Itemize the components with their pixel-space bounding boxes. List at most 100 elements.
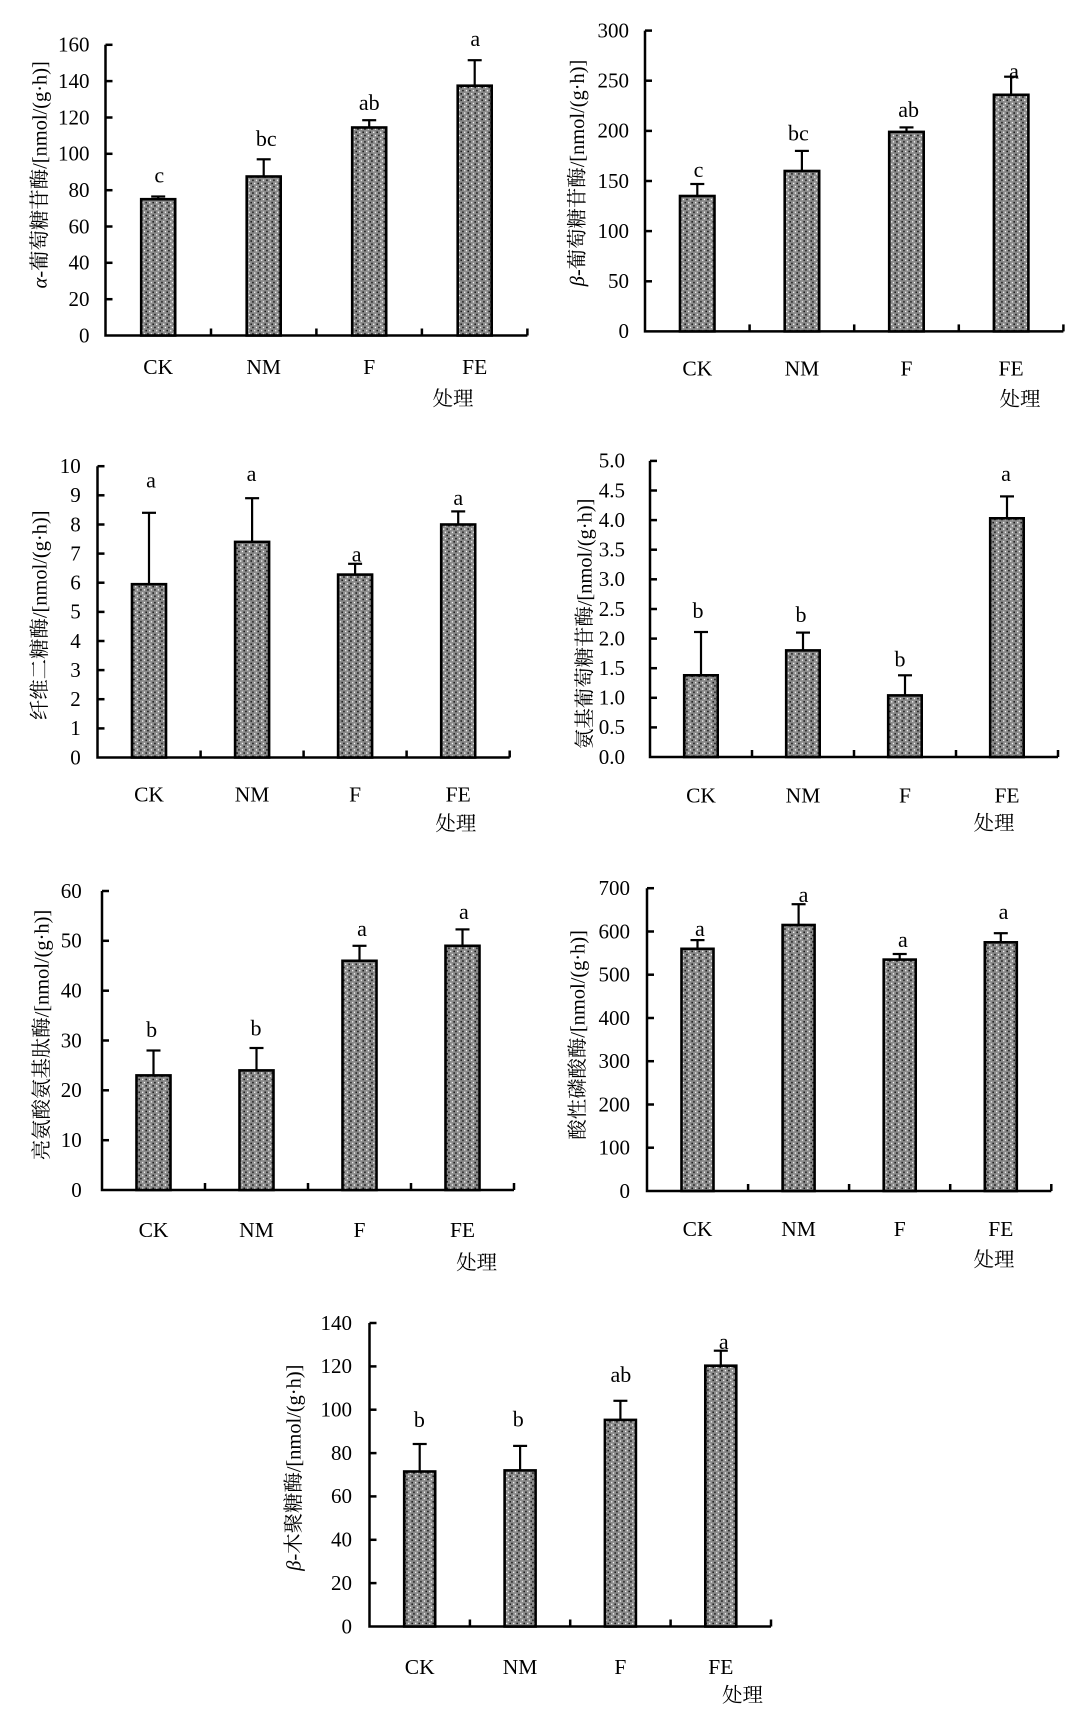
svg-text:a: a bbox=[146, 468, 156, 493]
svg-text:5: 5 bbox=[70, 600, 81, 624]
svg-text:40: 40 bbox=[69, 251, 90, 275]
svg-text:100: 100 bbox=[598, 219, 630, 243]
svg-text:FE: FE bbox=[446, 783, 471, 807]
svg-text:60: 60 bbox=[331, 1484, 352, 1508]
svg-text:4: 4 bbox=[70, 629, 81, 653]
svg-text:60: 60 bbox=[61, 879, 82, 903]
svg-text:80: 80 bbox=[69, 178, 90, 202]
svg-text:FE: FE bbox=[708, 1655, 733, 1679]
svg-text:CK: CK bbox=[134, 783, 164, 807]
svg-text:140: 140 bbox=[58, 69, 90, 93]
svg-text:a: a bbox=[1001, 461, 1011, 486]
svg-text:300: 300 bbox=[598, 18, 630, 42]
svg-text:NM: NM bbox=[235, 783, 270, 807]
svg-text:b: b bbox=[693, 598, 704, 623]
svg-text:9: 9 bbox=[70, 483, 81, 507]
svg-text:300: 300 bbox=[599, 1049, 631, 1073]
svg-text:3.0: 3.0 bbox=[599, 567, 625, 591]
svg-text:FE: FE bbox=[999, 357, 1024, 381]
svg-text:10: 10 bbox=[60, 454, 81, 478]
svg-text:100: 100 bbox=[58, 142, 90, 166]
svg-text:10: 10 bbox=[61, 1128, 82, 1152]
svg-text:CK: CK bbox=[686, 784, 716, 808]
svg-text:2.5: 2.5 bbox=[599, 597, 625, 621]
svg-text:NM: NM bbox=[246, 355, 281, 379]
svg-text:b: b bbox=[146, 1017, 157, 1042]
svg-text:1.0: 1.0 bbox=[599, 686, 625, 710]
svg-text:100: 100 bbox=[321, 1398, 353, 1422]
svg-text:120: 120 bbox=[58, 105, 90, 129]
svg-text:20: 20 bbox=[61, 1078, 82, 1102]
svg-text:a: a bbox=[470, 26, 480, 51]
svg-text:0: 0 bbox=[71, 1178, 82, 1202]
svg-text:a: a bbox=[352, 542, 362, 567]
svg-text:4.0: 4.0 bbox=[599, 508, 625, 532]
svg-text:6: 6 bbox=[70, 571, 81, 595]
svg-text:FE: FE bbox=[994, 784, 1019, 808]
svg-text:CK: CK bbox=[405, 1655, 435, 1679]
svg-text:600: 600 bbox=[599, 919, 631, 943]
svg-text:CK: CK bbox=[143, 355, 173, 379]
svg-text:ab: ab bbox=[898, 97, 919, 122]
svg-text:ab: ab bbox=[611, 1362, 632, 1387]
svg-text:a: a bbox=[898, 927, 908, 952]
svg-text:CK: CK bbox=[683, 1217, 713, 1241]
svg-text:1: 1 bbox=[70, 716, 81, 740]
svg-text:60: 60 bbox=[69, 214, 90, 238]
svg-text:CK: CK bbox=[139, 1218, 169, 1242]
svg-text:FE: FE bbox=[988, 1217, 1013, 1241]
svg-text:a: a bbox=[695, 916, 705, 941]
svg-text:2.0: 2.0 bbox=[599, 626, 625, 650]
svg-text:50: 50 bbox=[608, 269, 629, 293]
svg-text:c: c bbox=[694, 157, 704, 182]
svg-text:a: a bbox=[799, 882, 809, 907]
svg-text:20: 20 bbox=[69, 287, 90, 311]
svg-text:NM: NM bbox=[781, 1217, 816, 1241]
svg-text:4.5: 4.5 bbox=[599, 478, 625, 502]
svg-text:b: b bbox=[796, 602, 807, 627]
svg-text:NM: NM bbox=[239, 1218, 274, 1242]
svg-text:a: a bbox=[999, 899, 1009, 924]
svg-text:a: a bbox=[459, 899, 469, 924]
svg-text:FE: FE bbox=[450, 1218, 475, 1242]
svg-text:b: b bbox=[895, 646, 906, 671]
svg-text:80: 80 bbox=[331, 1441, 352, 1465]
svg-text:F: F bbox=[363, 355, 375, 379]
svg-text:200: 200 bbox=[598, 119, 630, 143]
svg-text:400: 400 bbox=[599, 1006, 631, 1030]
svg-text:3: 3 bbox=[70, 658, 81, 682]
svg-text:50: 50 bbox=[61, 929, 82, 953]
svg-text:700: 700 bbox=[599, 876, 631, 900]
svg-text:CK: CK bbox=[682, 357, 712, 381]
svg-text:a: a bbox=[1009, 59, 1019, 84]
svg-text:40: 40 bbox=[61, 979, 82, 1003]
svg-text:b: b bbox=[513, 1407, 524, 1432]
svg-text:250: 250 bbox=[598, 69, 630, 93]
svg-text:0: 0 bbox=[620, 1179, 631, 1203]
svg-text:7: 7 bbox=[70, 541, 81, 565]
svg-text:ab: ab bbox=[359, 90, 380, 115]
svg-text:bc: bc bbox=[788, 121, 809, 146]
svg-text:F: F bbox=[354, 1218, 366, 1242]
svg-text:2: 2 bbox=[70, 687, 81, 711]
svg-text:0: 0 bbox=[70, 745, 81, 769]
svg-text:F: F bbox=[901, 357, 913, 381]
svg-text:500: 500 bbox=[599, 963, 631, 987]
svg-text:120: 120 bbox=[321, 1354, 353, 1378]
svg-text:140: 140 bbox=[321, 1311, 353, 1335]
svg-text:b: b bbox=[251, 1015, 262, 1040]
svg-text:40: 40 bbox=[331, 1528, 352, 1552]
svg-text:30: 30 bbox=[61, 1028, 82, 1052]
svg-text:NM: NM bbox=[786, 784, 821, 808]
svg-text:c: c bbox=[154, 162, 164, 187]
svg-text:F: F bbox=[894, 1217, 906, 1241]
svg-text:0.5: 0.5 bbox=[599, 715, 625, 739]
svg-text:5.0: 5.0 bbox=[599, 449, 625, 473]
svg-text:bc: bc bbox=[256, 126, 277, 151]
svg-text:0: 0 bbox=[619, 319, 630, 343]
svg-text:150: 150 bbox=[598, 169, 630, 193]
svg-text:0.0: 0.0 bbox=[599, 745, 625, 769]
svg-text:a: a bbox=[357, 916, 367, 941]
svg-text:0: 0 bbox=[342, 1614, 353, 1638]
svg-text:a: a bbox=[453, 485, 463, 510]
